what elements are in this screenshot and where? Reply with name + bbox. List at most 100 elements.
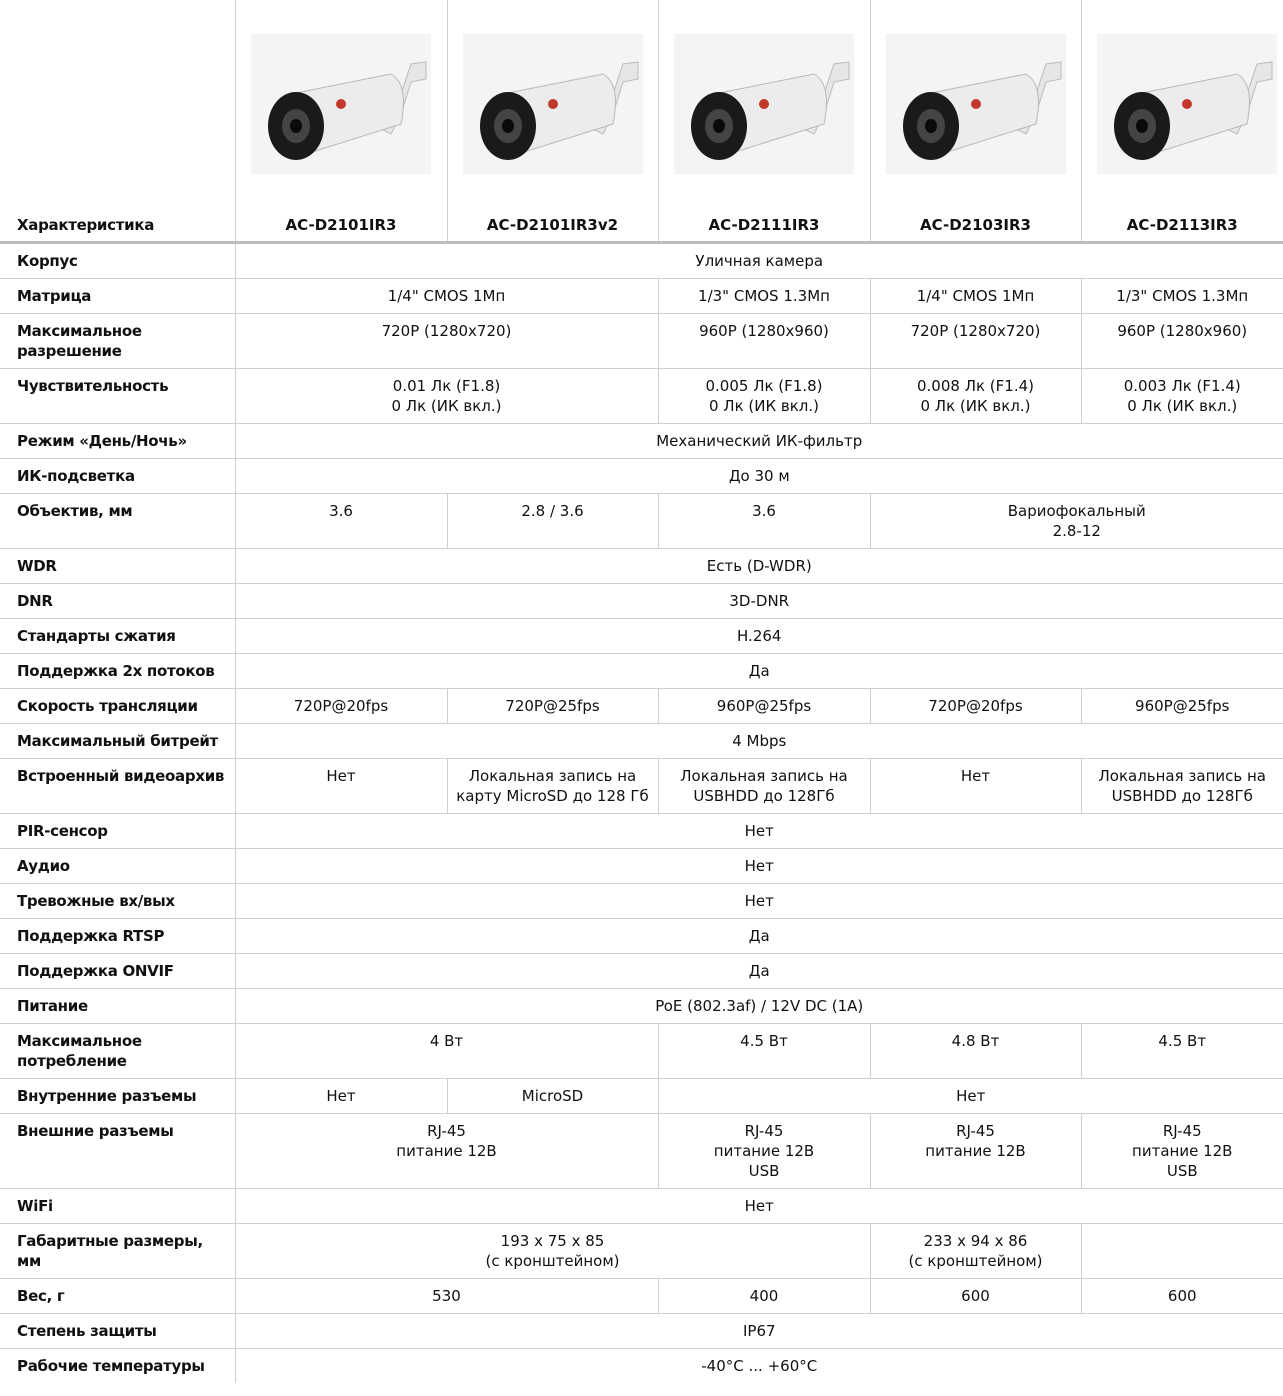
spec-row: Внутренние разъемы Нет MicroSD Нет <box>0 1078 1283 1114</box>
camera-image <box>1097 34 1277 174</box>
spec-value: RJ-45 питание 12В <box>234 1113 658 1189</box>
row-label: Поддержка ONVIF <box>0 953 235 989</box>
spec-value: Локальная запись на USBHDD до 128Гб <box>657 758 870 814</box>
model-name: AC-D2101IR3 <box>234 0 447 243</box>
spec-value: Нет <box>234 1188 1283 1224</box>
camera-image <box>886 34 1066 174</box>
spec-value: PoE (802.3af) / 12V DC (1A) <box>234 988 1283 1024</box>
spec-row: Режим «День/Ночь» Механический ИК-фильтр <box>0 423 1283 459</box>
spec-row: Аудио Нет <box>0 848 1283 884</box>
spec-value: 960P (1280x960) <box>657 313 870 369</box>
spec-row: Поддержка ONVIF Да <box>0 953 1283 989</box>
spec-row: Габаритные размеры, мм 193 x 75 x 85 (с к… <box>0 1223 1283 1279</box>
spec-value: RJ-45 питание 12В USB <box>1080 1113 1283 1189</box>
camera-image <box>674 34 854 174</box>
spec-row: Максимальный битрейт 4 Mbps <box>0 723 1283 759</box>
spec-row: Скорость трансляции 720P@20fps 720P@25fps 9… <box>0 688 1283 724</box>
model-name: AC-D2113IR3 <box>1080 0 1283 243</box>
spec-value: Локальная запись на карту MicroSD до 128… <box>446 758 658 814</box>
spec-value: 960P (1280x960) <box>1080 313 1283 369</box>
spec-row: Стандарты сжатия H.264 <box>0 618 1283 654</box>
spec-value: 720P (1280x720) <box>869 313 1081 369</box>
spec-value: Локальная запись на USBHDD до 128Гб <box>1080 758 1283 814</box>
spec-value: 4 Вт <box>234 1023 658 1079</box>
spec-row: Питание PoE (802.3af) / 12V DC (1A) <box>0 988 1283 1024</box>
spec-row: Максимальное потребление 4 Вт 4.5 Вт 4.8 Вт… <box>0 1023 1283 1079</box>
camera-image <box>251 34 431 174</box>
row-label: Чувствительность <box>0 368 235 424</box>
spec-value: 0.01 Лк (F1.8) 0 Лк (ИК вкл.) <box>234 368 658 424</box>
empty-cell <box>1080 1223 1283 1279</box>
spec-value: Механический ИК-фильтр <box>234 423 1283 459</box>
row-label: Степень защиты <box>0 1313 235 1349</box>
spec-value: 1/4" CMOS 1Мп <box>869 278 1081 314</box>
spec-value: RJ-45 питание 12В USB <box>657 1113 870 1189</box>
spec-value: H.264 <box>234 618 1283 654</box>
spec-value: Есть (D-WDR) <box>234 548 1283 584</box>
spec-value: Да <box>234 653 1283 689</box>
spec-value: 0.005 Лк (F1.8) 0 Лк (ИК вкл.) <box>657 368 870 424</box>
spec-value: 600 <box>1080 1278 1283 1314</box>
spec-row: ИК-подсветка До 30 м <box>0 458 1283 494</box>
spec-row: Рабочие температуры -40°C ... +60°C <box>0 1348 1283 1383</box>
spec-row: Поддержка 2х потоков Да <box>0 653 1283 689</box>
spec-row: Тревожные вх/вых Нет <box>0 883 1283 919</box>
row-label: Матрица <box>0 278 235 314</box>
row-label: DNR <box>0 583 235 619</box>
spec-value: IP67 <box>234 1313 1283 1349</box>
spec-row: Встроенный видеоархив Нет Локальная запись… <box>0 758 1283 814</box>
spec-row: Объектив, мм 3.6 2.8 / 3.6 3.6 Вариофокальны… <box>0 493 1283 549</box>
spec-value: Нет <box>869 758 1081 814</box>
spec-value: Нет <box>234 813 1283 849</box>
spec-row: Максимальное разрешение 720P (1280x720) 96… <box>0 313 1283 369</box>
spec-value: 0.003 Лк (F1.4) 0 Лк (ИК вкл.) <box>1080 368 1283 424</box>
row-label: Вес, г <box>0 1278 235 1314</box>
row-label: Объектив, мм <box>0 493 235 549</box>
spec-value: Нет <box>234 883 1283 919</box>
row-label: Максимальное потребление <box>0 1023 235 1079</box>
spec-value: -40°C ... +60°C <box>234 1348 1283 1383</box>
row-label: Рабочие температуры <box>0 1348 235 1383</box>
spec-value: 4.8 Вт <box>869 1023 1081 1079</box>
spec-value: 1/3" CMOS 1.3Мп <box>1080 278 1283 314</box>
spec-row: Чувствительность 0.01 Лк (F1.8) 0 Лк (ИК … <box>0 368 1283 424</box>
row-label: WiFi <box>0 1188 235 1224</box>
spec-row: WiFi Нет <box>0 1188 1283 1224</box>
camera-image <box>463 34 643 174</box>
spec-value: Нет <box>234 848 1283 884</box>
spec-value: 720P@25fps <box>446 688 658 724</box>
header-row: Характеристика AC-D2101IR3 AC-D2101IR3v2 AC… <box>0 0 1283 243</box>
spec-value: 960P@25fps <box>1080 688 1283 724</box>
spec-value: 1/3" CMOS 1.3Мп <box>657 278 870 314</box>
spec-row: WDR Есть (D-WDR) <box>0 548 1283 584</box>
spec-value: До 30 м <box>234 458 1283 494</box>
spec-row: PIR-сенсор Нет <box>0 813 1283 849</box>
row-label: Питание <box>0 988 235 1024</box>
spec-value: 3D-DNR <box>234 583 1283 619</box>
row-label: Внешние разъемы <box>0 1113 235 1189</box>
spec-value: 4 Mbps <box>234 723 1283 759</box>
row-label: Стандарты сжатия <box>0 618 235 654</box>
spec-row: Внешние разъемы RJ-45 питание 12В RJ-45 пи… <box>0 1113 1283 1189</box>
row-label: Корпус <box>0 241 235 279</box>
spec-value: Вариофокальный 2.8-12 <box>869 493 1283 549</box>
spec-row: Степень защиты IP67 <box>0 1313 1283 1349</box>
spec-value: 233 x 94 x 86 (с кронштейном) <box>869 1223 1081 1279</box>
model-name: AC-D2101IR3v2 <box>446 0 658 243</box>
spec-value: 600 <box>869 1278 1081 1314</box>
row-label: Максимальное разрешение <box>0 313 235 369</box>
row-label: Скорость трансляции <box>0 688 235 724</box>
spec-value: 720P@20fps <box>869 688 1081 724</box>
spec-value: MicroSD <box>446 1078 658 1114</box>
spec-value: Нет <box>234 758 447 814</box>
spec-value: Да <box>234 953 1283 989</box>
spec-value: 3.6 <box>657 493 870 549</box>
model-name: AC-D2111IR3 <box>657 0 870 243</box>
spec-value: Уличная камера <box>234 241 1283 279</box>
header-label: Характеристика <box>17 216 155 234</box>
spec-value: 4.5 Вт <box>657 1023 870 1079</box>
spec-row: Поддержка RTSP Да <box>0 918 1283 954</box>
row-label: Поддержка RTSP <box>0 918 235 954</box>
